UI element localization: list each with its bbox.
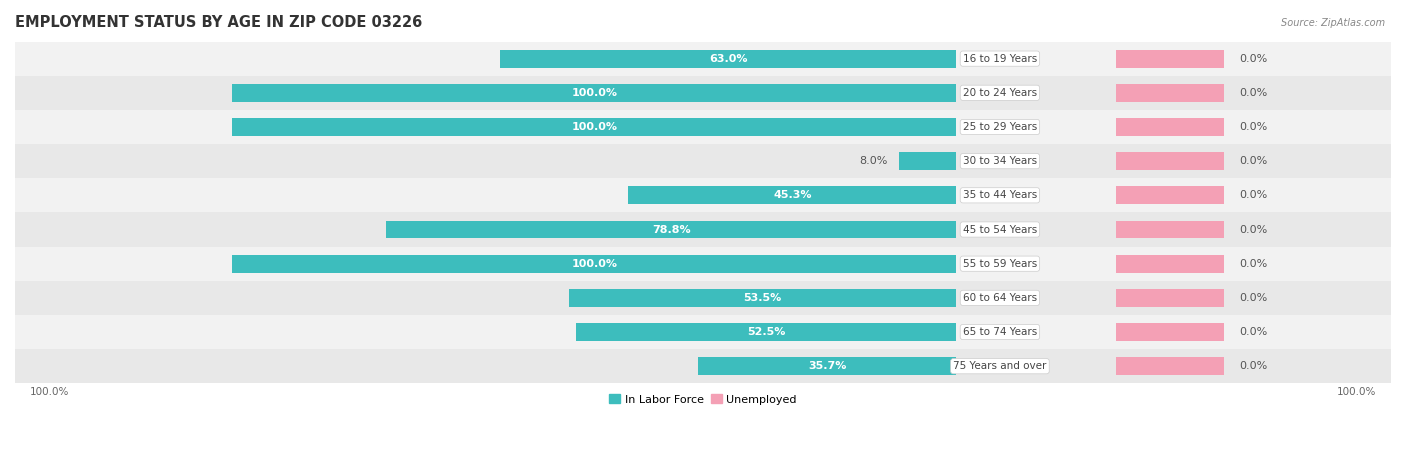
Bar bbox=[232, 118, 956, 136]
Text: 16 to 19 Years: 16 to 19 Years bbox=[963, 54, 1038, 64]
Bar bbox=[15, 41, 1391, 76]
Bar bbox=[1116, 186, 1225, 204]
Text: 75 Years and over: 75 Years and over bbox=[953, 361, 1046, 371]
Text: 100.0%: 100.0% bbox=[571, 88, 617, 98]
Text: 100.0%: 100.0% bbox=[1337, 387, 1376, 397]
Text: 0.0%: 0.0% bbox=[1239, 122, 1267, 132]
Text: 100.0%: 100.0% bbox=[571, 122, 617, 132]
Bar bbox=[1116, 84, 1225, 101]
Bar bbox=[1116, 357, 1225, 375]
Bar bbox=[576, 323, 956, 341]
Bar bbox=[15, 144, 1391, 178]
Text: 0.0%: 0.0% bbox=[1239, 225, 1267, 235]
Bar bbox=[385, 221, 956, 239]
Bar bbox=[1116, 323, 1225, 341]
Text: 60 to 64 Years: 60 to 64 Years bbox=[963, 293, 1038, 303]
Text: 25 to 29 Years: 25 to 29 Years bbox=[963, 122, 1038, 132]
Bar bbox=[628, 186, 956, 204]
Bar bbox=[1116, 289, 1225, 307]
Text: 0.0%: 0.0% bbox=[1239, 54, 1267, 64]
Text: 45 to 54 Years: 45 to 54 Years bbox=[963, 225, 1038, 235]
Bar bbox=[15, 315, 1391, 349]
Text: 78.8%: 78.8% bbox=[652, 225, 690, 235]
Bar bbox=[1116, 221, 1225, 239]
Text: EMPLOYMENT STATUS BY AGE IN ZIP CODE 03226: EMPLOYMENT STATUS BY AGE IN ZIP CODE 032… bbox=[15, 15, 422, 30]
Bar bbox=[697, 357, 956, 375]
Bar bbox=[1116, 255, 1225, 272]
Text: Source: ZipAtlas.com: Source: ZipAtlas.com bbox=[1281, 18, 1385, 28]
Text: 55 to 59 Years: 55 to 59 Years bbox=[963, 259, 1038, 269]
Text: 0.0%: 0.0% bbox=[1239, 293, 1267, 303]
Bar bbox=[1116, 152, 1225, 170]
Text: 65 to 74 Years: 65 to 74 Years bbox=[963, 327, 1038, 337]
Text: 63.0%: 63.0% bbox=[709, 54, 748, 64]
Bar bbox=[569, 289, 956, 307]
Text: 45.3%: 45.3% bbox=[773, 190, 811, 200]
Bar bbox=[15, 76, 1391, 110]
Text: 52.5%: 52.5% bbox=[747, 327, 786, 337]
Bar bbox=[15, 247, 1391, 281]
Bar bbox=[1116, 50, 1225, 68]
Text: 0.0%: 0.0% bbox=[1239, 156, 1267, 166]
Bar bbox=[15, 178, 1391, 212]
Text: 100.0%: 100.0% bbox=[30, 387, 69, 397]
Bar bbox=[15, 349, 1391, 383]
Bar bbox=[15, 281, 1391, 315]
Text: 30 to 34 Years: 30 to 34 Years bbox=[963, 156, 1038, 166]
Bar bbox=[501, 50, 956, 68]
Text: 53.5%: 53.5% bbox=[744, 293, 782, 303]
Text: 35 to 44 Years: 35 to 44 Years bbox=[963, 190, 1038, 200]
Text: 0.0%: 0.0% bbox=[1239, 88, 1267, 98]
Legend: In Labor Force, Unemployed: In Labor Force, Unemployed bbox=[605, 390, 801, 409]
Text: 0.0%: 0.0% bbox=[1239, 259, 1267, 269]
Text: 0.0%: 0.0% bbox=[1239, 190, 1267, 200]
Bar bbox=[232, 84, 956, 101]
Text: 8.0%: 8.0% bbox=[859, 156, 887, 166]
Text: 0.0%: 0.0% bbox=[1239, 361, 1267, 371]
Bar bbox=[1116, 118, 1225, 136]
Bar bbox=[15, 110, 1391, 144]
Bar bbox=[15, 212, 1391, 247]
Text: 20 to 24 Years: 20 to 24 Years bbox=[963, 88, 1038, 98]
Text: 0.0%: 0.0% bbox=[1239, 327, 1267, 337]
Bar bbox=[898, 152, 956, 170]
Bar bbox=[232, 255, 956, 272]
Text: 100.0%: 100.0% bbox=[571, 259, 617, 269]
Text: 35.7%: 35.7% bbox=[808, 361, 846, 371]
